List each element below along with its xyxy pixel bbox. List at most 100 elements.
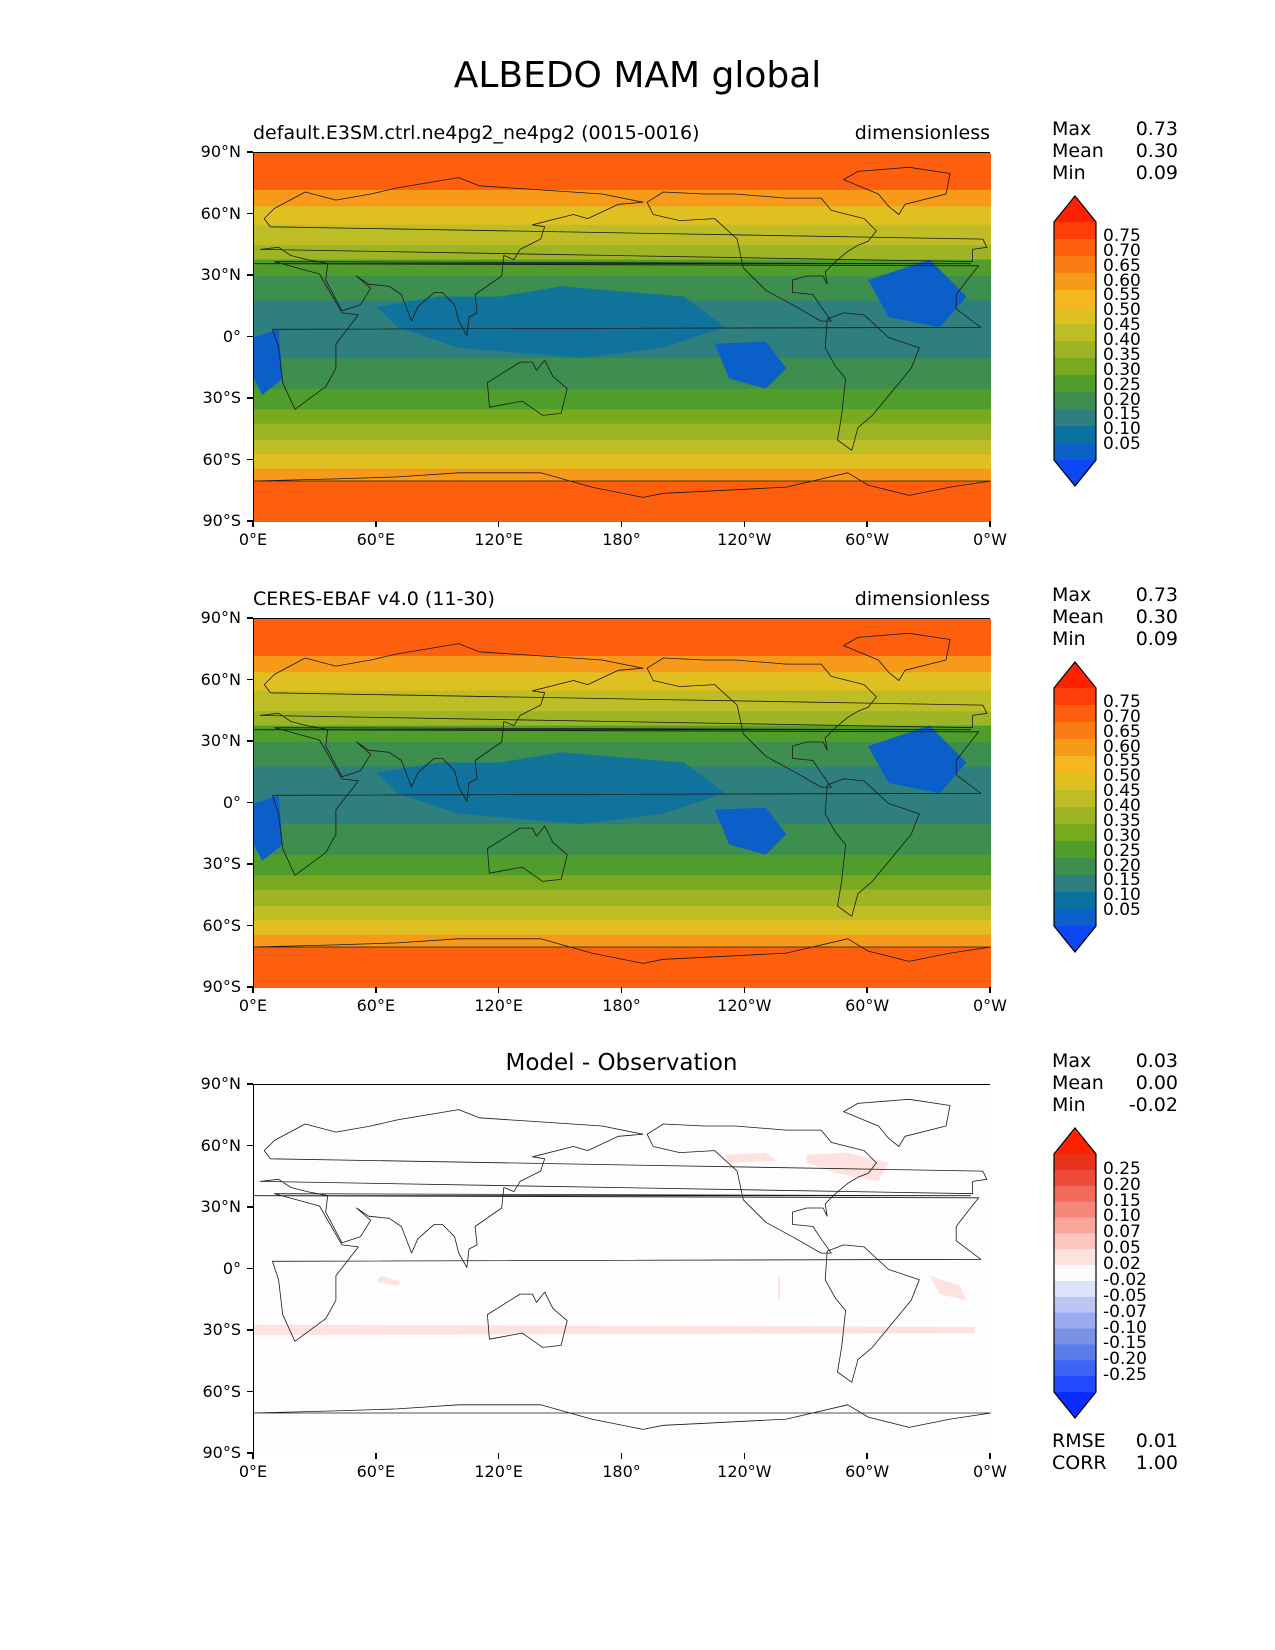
albedo-band — [254, 906, 991, 921]
lat-tick — [247, 335, 253, 338]
coastline — [646, 191, 877, 322]
lat-tick-label: 30°N — [200, 731, 241, 750]
colorbar-extend-max — [1054, 196, 1096, 222]
albedo-low-region — [254, 329, 283, 395]
colorbar — [1053, 1127, 1097, 1419]
coastline — [254, 727, 982, 876]
coastline — [486, 825, 568, 882]
colorbar-label: 0.60 — [1103, 270, 1141, 291]
lat-tick — [247, 1267, 253, 1270]
colorbar-label: -0.15 — [1103, 1333, 1147, 1354]
colorbar-extend-min — [1054, 460, 1096, 486]
lat-tick — [247, 212, 253, 215]
colorbar-segment — [1054, 324, 1096, 342]
map-field — [254, 1085, 991, 1454]
lat-tick — [247, 520, 253, 522]
lat-tick — [247, 1390, 253, 1393]
albedo-band — [254, 440, 991, 455]
colorbar-segment — [1054, 773, 1096, 791]
lat-tick — [247, 1144, 253, 1147]
lon-tick-label: 60°E — [356, 530, 396, 549]
coastline — [486, 1291, 568, 1348]
lon-tick-label: 180° — [602, 1462, 641, 1481]
lat-tick-label: 0° — [222, 326, 241, 346]
lat-tick-label: 60°S — [202, 1381, 241, 1401]
albedo-band — [254, 153, 991, 191]
lat-tick-label: 0° — [222, 1258, 241, 1278]
lat-tick — [247, 986, 253, 988]
lon-tick-label: 60°W — [845, 530, 890, 549]
colorbar-segment — [1054, 1217, 1096, 1234]
lat-tick-label: 90°N — [200, 142, 241, 161]
colorbar-segment — [1054, 1296, 1096, 1314]
albedo-band — [254, 920, 991, 936]
colorbar-label: 0.50 — [1103, 300, 1141, 321]
colorbar-label: 0.45 — [1103, 315, 1141, 336]
lon-tick — [252, 521, 254, 527]
colorbar-segment — [1054, 1265, 1096, 1282]
stat-label: Min — [1052, 1094, 1086, 1116]
stat-value: 0.30 — [1135, 606, 1178, 628]
stat-label: Min — [1052, 628, 1086, 650]
colorbar-label: 0.15 — [1103, 1190, 1141, 1211]
positive-difference-region — [778, 1277, 781, 1299]
coastline — [254, 261, 982, 410]
colorbar-label: 0.70 — [1103, 706, 1141, 727]
albedo-band — [254, 409, 991, 425]
positive-difference-region — [376, 1275, 402, 1286]
lat-tick-label: 30°S — [202, 388, 241, 407]
colorbar-label: 0.10 — [1103, 1206, 1141, 1227]
lat-tick — [247, 678, 253, 681]
albedo-band — [254, 245, 991, 261]
colorbar-segment — [1054, 858, 1096, 876]
lon-tick — [375, 1453, 377, 1459]
coastline — [259, 177, 988, 336]
lon-tick-label: 120°W — [717, 530, 772, 549]
lon-tick-label: 120°W — [717, 1462, 772, 1481]
lon-tick-label: 0°E — [238, 996, 268, 1015]
colorbar-label: 0.55 — [1103, 751, 1141, 772]
panel-units: dimensionless — [854, 588, 990, 610]
colorbar-segment — [1054, 358, 1096, 376]
coastline — [843, 632, 951, 681]
albedo-band — [254, 358, 991, 390]
colorbar-outline — [1053, 1127, 1097, 1419]
stat-value: 0.09 — [1135, 628, 1178, 650]
stat-label: Mean — [1052, 606, 1104, 628]
colorbar-label: -0.20 — [1103, 1349, 1147, 1370]
lat-tick — [247, 924, 253, 927]
lat-tick-label: 0° — [222, 792, 241, 812]
colorbar-label: 0.30 — [1103, 825, 1141, 846]
colorbar-label: 0.10 — [1103, 419, 1141, 440]
stat-label: Mean — [1052, 1072, 1104, 1094]
map-observation — [253, 618, 991, 988]
albedo-band — [254, 481, 991, 522]
stat-value: 0.30 — [1135, 140, 1178, 162]
colorbar-label: 0.55 — [1103, 285, 1141, 306]
colorbar-segment — [1054, 392, 1096, 410]
colorbar-segment — [1054, 1360, 1096, 1377]
positive-difference-region — [806, 1152, 889, 1182]
colorbar-segment — [1054, 1169, 1096, 1187]
colorbar-label: 0.75 — [1103, 691, 1141, 712]
coastline — [843, 1098, 951, 1147]
lon-tick — [743, 521, 746, 527]
albedo-band — [254, 889, 991, 907]
lat-tick-label: 60°N — [200, 669, 241, 689]
panel-title-left: CERES-EBAF v4.0 (11-30) — [253, 588, 495, 610]
albedo-band — [254, 224, 991, 246]
lon-tick-label: 120°E — [474, 530, 523, 549]
colorbar-label: 0.20 — [1103, 389, 1141, 410]
colorbar-label: 0.07 — [1103, 1222, 1141, 1243]
lat-tick-label: 30°S — [202, 854, 241, 873]
coastline — [254, 938, 991, 964]
lon-tick — [866, 521, 868, 527]
lat-tick-label: 30°S — [202, 1320, 241, 1339]
lon-tick — [743, 1453, 746, 1459]
colorbar-label: -0.10 — [1103, 1317, 1147, 1338]
colorbar-label: 0.15 — [1103, 404, 1141, 425]
colorbar-label: 0.45 — [1103, 781, 1141, 802]
albedo-band — [254, 711, 991, 727]
colorbar-label: 0.15 — [1103, 870, 1141, 891]
albedo-low-region — [376, 286, 725, 358]
